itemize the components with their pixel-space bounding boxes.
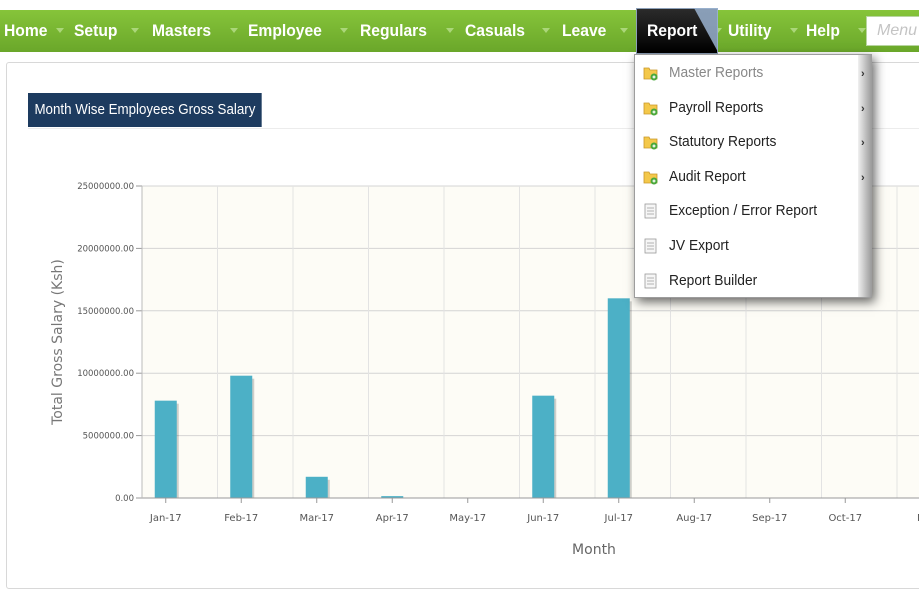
x-tick-label: N [917,513,919,524]
y-tick-label: 5000000.00 [83,432,134,442]
bar [607,298,630,498]
nav-report-label: Report [647,21,698,40]
title-divider [28,128,919,129]
menu-item-label: Statutory Reports [669,133,777,151]
dropdown-edge [858,55,871,297]
nav-separator-icon [714,28,722,33]
menu-item-jv-export[interactable]: JV Export [635,229,873,263]
x-tick-label: Feb-17 [224,513,258,524]
x-tick-label: Jan-17 [149,513,182,524]
chevron-right-icon: › [861,68,865,80]
bar [230,375,253,498]
nav-home[interactable]: Home [4,21,48,40]
document-icon [643,273,658,289]
x-tick-label: Sep-17 [752,513,787,524]
x-tick-label: May-17 [449,513,486,524]
nav-masters[interactable]: Masters [152,21,212,40]
document-icon [643,203,658,219]
x-tick-label: Oct-17 [828,513,862,524]
menu-item-label: JV Export [669,237,729,254]
menu-item-label: Master Reports [669,64,764,81]
nav-separator-icon [790,28,798,33]
chevron-right-icon: › [861,137,865,150]
bar [381,496,404,498]
active-tab-corner [694,8,718,52]
folder-report-icon [643,169,658,185]
menu-item-exception-error-report[interactable]: Exception / Error Report [635,194,873,228]
nav-separator-icon [131,28,139,33]
menu-item-label: Report Builder [669,271,758,289]
top-nav-bar [0,10,919,52]
menu-search-input[interactable] [866,16,919,46]
y-tick-label: 25000000.00 [77,182,134,192]
nav-separator-icon [340,28,348,33]
y-tick-label: 20000000.00 [77,244,134,254]
menu-item-label: Payroll Reports [669,98,764,116]
menu-item-statutory-reports[interactable]: Statutory Reports › [635,125,873,159]
nav-separator-icon [446,28,454,33]
menu-item-payroll-reports[interactable]: Payroll Reports › [635,91,873,125]
nav-employee[interactable]: Employee [248,21,322,40]
nav-utility[interactable]: Utility [728,21,772,40]
menu-item-label: Exception / Error Report [669,202,818,220]
chart-title: Month Wise Employees Gross Salary [28,93,262,127]
nav-separator-icon [542,28,550,33]
menu-item-master-reports[interactable]: Master Reports › [635,56,873,90]
nav-separator-icon [56,28,64,33]
menu-item-report-builder[interactable]: Report Builder [635,264,873,298]
bar [305,476,328,498]
y-tick-label: 15000000.00 [77,307,134,317]
document-icon [643,238,658,254]
x-tick-label: Jun-17 [526,513,559,524]
nav-regulars[interactable]: Regulars [360,21,427,40]
y-tick-label: 10000000.00 [77,369,134,379]
bar [154,400,177,498]
y-tick-label: 0.00 [115,494,134,504]
nav-leave[interactable]: Leave [562,21,607,40]
bar [532,395,555,498]
menu-item-audit-report[interactable]: Audit Report › [635,160,873,194]
nav-separator-icon [858,28,866,33]
nav-help[interactable]: Help [806,21,840,40]
nav-separator-icon [230,28,238,33]
x-axis-title: Month [572,542,616,558]
nav-casuals[interactable]: Casuals [465,21,525,40]
x-tick-label: Mar-17 [299,513,334,524]
nav-report[interactable]: Report [636,8,718,54]
y-axis-title: Total Gross Salary (Ksh) [50,259,66,426]
report-dropdown-menu: Master Reports › Payroll Reports › Statutory… [634,54,872,298]
folder-report-icon [643,65,658,81]
nav-setup[interactable]: Setup [74,21,118,40]
chevron-right-icon: › [861,171,865,184]
chevron-right-icon: › [861,102,865,115]
nav-separator-icon [620,28,628,33]
menu-item-label: Audit Report [669,167,746,185]
x-tick-label: Jul-17 [604,513,633,524]
folder-report-icon [643,100,658,116]
x-tick-label: Apr-17 [376,513,409,524]
folder-report-icon [643,134,658,150]
x-tick-label: Aug-17 [676,513,712,524]
